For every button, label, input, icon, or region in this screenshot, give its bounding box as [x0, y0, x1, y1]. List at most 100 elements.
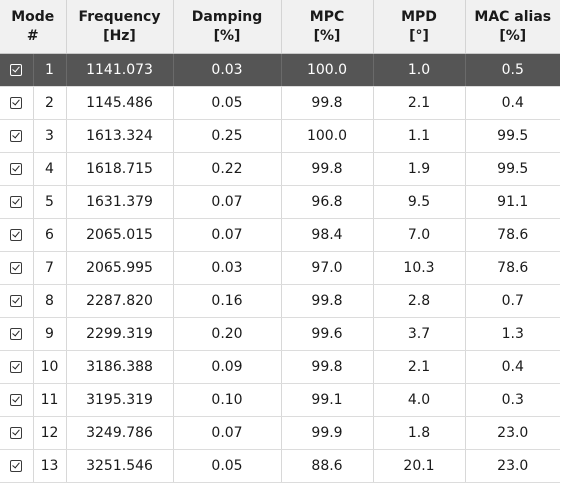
- table-row[interactable]: 7 2065.995 0.03 97.0 10.3 78.6: [0, 251, 561, 285]
- cell-mpd: 2.8: [373, 284, 466, 318]
- cell-checkbox[interactable]: [0, 119, 34, 153]
- header-frequency[interactable]: Frequency [Hz]: [66, 0, 174, 54]
- cell-mpc: 97.0: [281, 251, 374, 285]
- cell-mode: 3: [33, 119, 67, 153]
- cell-mpc: 99.8: [281, 284, 374, 318]
- header-damping[interactable]: Damping [%]: [173, 0, 282, 54]
- cell-frequency: 2299.319: [66, 317, 174, 351]
- table-row[interactable]: 4 1618.715 0.22 99.8 1.9 99.5: [0, 152, 561, 186]
- cell-checkbox[interactable]: [0, 317, 34, 351]
- table-row[interactable]: 8 2287.820 0.16 99.8 2.8 0.7: [0, 284, 561, 318]
- cell-mpd: 1.0: [373, 53, 466, 87]
- cell-checkbox[interactable]: [0, 251, 34, 285]
- row-checkbox[interactable]: [10, 460, 23, 472]
- cell-mpd: 10.3: [373, 251, 466, 285]
- cell-mac-alias: 23.0: [465, 416, 561, 450]
- cell-frequency: 3195.319: [66, 383, 174, 417]
- cell-mpd: 4.0: [373, 383, 466, 417]
- table-row[interactable]: 10 3186.388 0.09 99.8 2.1 0.4: [0, 350, 561, 384]
- row-checkbox[interactable]: [10, 163, 23, 175]
- cell-damping: 0.05: [173, 86, 282, 120]
- row-checkbox[interactable]: [10, 196, 23, 208]
- row-checkbox[interactable]: [10, 328, 23, 340]
- cell-checkbox[interactable]: [0, 350, 34, 384]
- cell-damping: 0.07: [173, 218, 282, 252]
- cell-damping: 0.22: [173, 152, 282, 186]
- cell-checkbox[interactable]: [0, 53, 34, 87]
- cell-mode: 10: [33, 350, 67, 384]
- cell-mode: 9: [33, 317, 67, 351]
- row-checkbox[interactable]: [10, 361, 23, 373]
- cell-frequency: 2065.015: [66, 218, 174, 252]
- cell-checkbox[interactable]: [0, 383, 34, 417]
- cell-checkbox[interactable]: [0, 218, 34, 252]
- cell-mac-alias: 0.5: [465, 53, 561, 87]
- cell-checkbox[interactable]: [0, 284, 34, 318]
- cell-mpd: 1.9: [373, 152, 466, 186]
- cell-mode: 4: [33, 152, 67, 186]
- header-frequency-unit: [Hz]: [103, 27, 136, 44]
- cell-checkbox[interactable]: [0, 449, 34, 483]
- cell-mpc: 99.9: [281, 416, 374, 450]
- cell-damping: 0.05: [173, 449, 282, 483]
- row-checkbox[interactable]: [10, 64, 23, 76]
- header-mpd[interactable]: MPD [°]: [373, 0, 466, 54]
- table-row[interactable]: 13 3251.546 0.05 88.6 20.1 23.0: [0, 449, 561, 483]
- cell-mode: 13: [33, 449, 67, 483]
- header-mpc-label: MPC: [309, 8, 345, 25]
- cell-mpd: 1.1: [373, 119, 466, 153]
- cell-mpc: 88.6: [281, 449, 374, 483]
- row-checkbox[interactable]: [10, 262, 23, 274]
- cell-frequency: 1141.073: [66, 53, 174, 87]
- cell-mode: 12: [33, 416, 67, 450]
- cell-mode: 8: [33, 284, 67, 318]
- row-checkbox[interactable]: [10, 229, 23, 241]
- table-row[interactable]: 1 1141.073 0.03 100.0 1.0 0.5: [0, 53, 561, 87]
- cell-mode: 2: [33, 86, 67, 120]
- cell-mode: 5: [33, 185, 67, 219]
- table-header-row: Mode # Frequency [Hz] Damping [%] MPC [%…: [0, 0, 561, 54]
- header-mpc-unit: [%]: [313, 27, 341, 44]
- header-mpd-unit: [°]: [409, 27, 429, 44]
- cell-checkbox[interactable]: [0, 152, 34, 186]
- header-mpc[interactable]: MPC [%]: [281, 0, 374, 54]
- header-mpd-label: MPD: [401, 8, 437, 25]
- cell-damping: 0.03: [173, 53, 282, 87]
- header-mac-alias-unit: [%]: [499, 27, 527, 44]
- cell-mac-alias: 0.4: [465, 350, 561, 384]
- cell-checkbox[interactable]: [0, 86, 34, 120]
- cell-mpc: 98.4: [281, 218, 374, 252]
- cell-frequency: 3186.388: [66, 350, 174, 384]
- cell-mpc: 99.1: [281, 383, 374, 417]
- header-damping-label: Damping: [191, 8, 263, 25]
- row-checkbox[interactable]: [10, 295, 23, 307]
- cell-frequency: 1613.324: [66, 119, 174, 153]
- table-row[interactable]: 3 1613.324 0.25 100.0 1.1 99.5: [0, 119, 561, 153]
- cell-frequency: 3249.786: [66, 416, 174, 450]
- table-row[interactable]: 9 2299.319 0.20 99.6 3.7 1.3: [0, 317, 561, 351]
- table-row[interactable]: 6 2065.015 0.07 98.4 7.0 78.6: [0, 218, 561, 252]
- cell-checkbox[interactable]: [0, 185, 34, 219]
- table-row[interactable]: 2 1145.486 0.05 99.8 2.1 0.4: [0, 86, 561, 120]
- header-mode[interactable]: Mode #: [0, 0, 67, 54]
- cell-damping: 0.25: [173, 119, 282, 153]
- header-mac-alias[interactable]: MAC alias [%]: [465, 0, 561, 54]
- table-row[interactable]: 12 3249.786 0.07 99.9 1.8 23.0: [0, 416, 561, 450]
- cell-checkbox[interactable]: [0, 416, 34, 450]
- row-checkbox[interactable]: [10, 394, 23, 406]
- cell-mode: 11: [33, 383, 67, 417]
- header-mode-label: Mode: [11, 8, 55, 25]
- table-row[interactable]: 5 1631.379 0.07 96.8 9.5 91.1: [0, 185, 561, 219]
- cell-mac-alias: 91.1: [465, 185, 561, 219]
- cell-mac-alias: 78.6: [465, 218, 561, 252]
- cell-mpc: 99.6: [281, 317, 374, 351]
- cell-mode: 6: [33, 218, 67, 252]
- row-checkbox[interactable]: [10, 97, 23, 109]
- table-row[interactable]: 11 3195.319 0.10 99.1 4.0 0.3: [0, 383, 561, 417]
- row-checkbox[interactable]: [10, 130, 23, 142]
- row-checkbox[interactable]: [10, 427, 23, 439]
- cell-frequency: 1618.715: [66, 152, 174, 186]
- cell-mpc: 99.8: [281, 350, 374, 384]
- header-frequency-label: Frequency: [78, 8, 161, 25]
